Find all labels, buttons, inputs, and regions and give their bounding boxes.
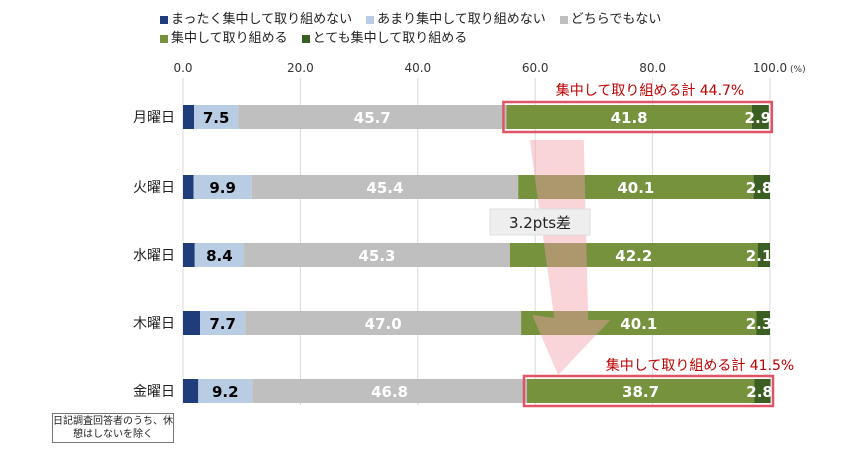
data-label: 2.3 <box>746 315 773 333</box>
footnote: 日記調査回答者のうち、休憩はしないを除く <box>52 413 174 443</box>
arrow-shape <box>529 140 611 375</box>
legend-item: あまり集中して取り組めない <box>366 10 546 29</box>
bar-segment <box>198 379 253 403</box>
legend-swatch <box>301 34 310 43</box>
legend-swatch <box>559 15 568 24</box>
legend-item: とても集中して取り組める <box>301 29 468 48</box>
bar-segment <box>753 175 770 199</box>
bar-segment <box>757 243 770 267</box>
data-label: 45.3 <box>358 247 395 265</box>
tick-label: 80.0 <box>639 61 666 75</box>
data-label: 9.2 <box>212 383 239 401</box>
data-label: 7.5 <box>203 109 230 127</box>
data-label: 7.7 <box>209 315 236 333</box>
bar-segment <box>183 175 194 199</box>
annotation-friday: 集中して取り組める計 41.5% <box>606 357 795 374</box>
data-label: 45.4 <box>366 179 403 197</box>
bar-segment <box>509 243 758 267</box>
bar-segment <box>251 175 519 199</box>
bar-segment <box>518 175 754 199</box>
bar-segment <box>244 243 510 267</box>
bar-segment <box>238 105 507 129</box>
data-label: 9.9 <box>209 179 236 197</box>
tick-label: 100.0 <box>753 61 787 75</box>
annotation-monday: 集中して取り組める計 44.7% <box>556 82 745 99</box>
highlight-box <box>522 374 775 408</box>
bar-segment <box>252 379 527 403</box>
legend-swatch <box>160 34 168 43</box>
bar-segment <box>193 175 252 199</box>
data-label: 45.7 <box>354 109 391 127</box>
tick-label: 60.0 <box>522 61 549 75</box>
bar-segment <box>754 379 771 403</box>
difference-arrow <box>529 140 611 375</box>
data-label: 2.8 <box>746 383 773 401</box>
bar-segment <box>506 105 752 129</box>
data-label: 42.2 <box>615 247 652 265</box>
legend-swatch <box>366 15 375 24</box>
tick-label: 0.0 <box>173 61 192 75</box>
tick-label: 40.0 <box>404 61 431 75</box>
tick-label: 20.0 <box>287 61 314 75</box>
data-label: 8.4 <box>206 247 233 265</box>
bar-segment <box>183 105 195 129</box>
bar-segment <box>751 105 769 129</box>
bar-segment <box>245 311 522 335</box>
data-label: 40.1 <box>620 315 657 333</box>
legend-label: あまり集中して取り組めない <box>377 12 546 27</box>
data-label: 47.0 <box>365 315 402 333</box>
bar-segment <box>183 379 199 403</box>
data-label: 2.9 <box>745 109 772 127</box>
category-label: 水曜日 <box>133 248 175 264</box>
highlight-box <box>502 100 774 134</box>
legend: まったく集中して取り組めない あまり集中して取り組めない どちらでもない 集中し… <box>160 10 661 48</box>
data-label: 2.8 <box>746 179 773 197</box>
data-label: 38.7 <box>622 383 659 401</box>
legend-label: とても集中して取り組める <box>312 31 468 46</box>
legend-item: 集中して取り組める <box>160 29 288 48</box>
bar-segment <box>526 379 755 403</box>
bar-segment <box>194 243 245 267</box>
category-label: 月曜日 <box>133 110 175 126</box>
bar-segment <box>183 311 201 335</box>
legend-item: どちらでもない <box>559 10 662 29</box>
legend-item: まったく集中して取り組めない <box>160 10 352 29</box>
category-label: 火曜日 <box>133 180 175 196</box>
bar-segment <box>756 311 770 335</box>
legend-swatch <box>160 15 168 24</box>
bar-segment <box>183 243 195 267</box>
legend-label: 集中して取り組める <box>171 31 288 46</box>
bar-segment <box>194 105 239 129</box>
difference-box <box>489 208 591 236</box>
category-label: 木曜日 <box>133 316 175 332</box>
legend-label: まったく集中して取り組めない <box>171 12 353 27</box>
bar-segment <box>200 311 246 335</box>
data-label: 41.8 <box>611 109 648 127</box>
axis-unit: (%) <box>790 65 806 75</box>
data-label: 2.1 <box>746 247 773 265</box>
difference-label: 3.2pts差 <box>509 214 571 232</box>
category-label: 金曜日 <box>133 384 175 400</box>
bar-segment <box>521 311 757 335</box>
data-label: 40.1 <box>617 179 654 197</box>
legend-label: どちらでもない <box>570 12 662 27</box>
data-label: 46.8 <box>371 383 408 401</box>
